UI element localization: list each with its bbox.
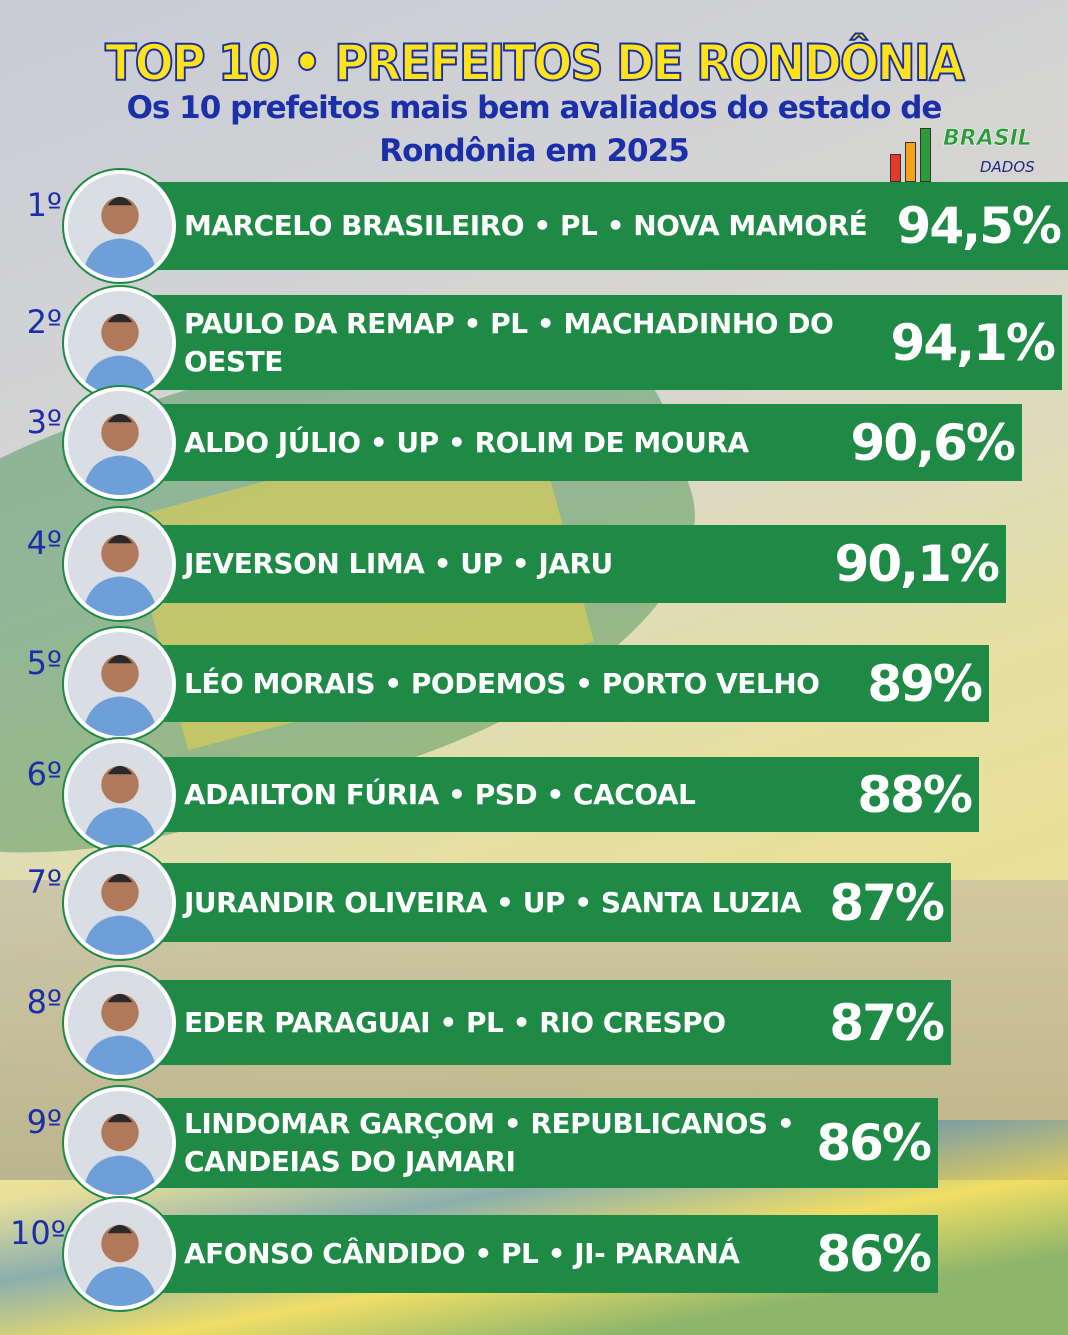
page-title: TOP 10 • PREFEITOS DE RONDÔNIA [104, 33, 965, 93]
logo-text-bottom: DADOS [980, 158, 1035, 176]
subtitle-line-2: Rondônia em 2025 [379, 133, 690, 169]
mayor-photo [64, 170, 176, 282]
approval-percent: 87% [829, 873, 945, 932]
approval-percent: 88% [857, 765, 973, 824]
approval-percent: 90,1% [834, 535, 1000, 593]
rank-number: 10º [10, 1214, 66, 1252]
approval-percent: 94,1% [890, 313, 1056, 372]
mayor-photo [64, 846, 176, 959]
ranking-bar: AFONSO CÂNDIDO • PL • JI- PARANÁ 86% [150, 1215, 938, 1293]
mayor-photo [64, 627, 176, 740]
rank-number: 1º [26, 186, 62, 224]
mayor-name: LINDOMAR GARÇOM • REPUBLICANOS • CANDEIA… [184, 1107, 795, 1178]
mayor-name: MARCELO BRASILEIRO • PL • NOVA MAMORÉ [184, 209, 868, 242]
mayor-photo [64, 1087, 176, 1199]
mayor-photo [64, 966, 176, 1079]
mayor-name: AFONSO CÂNDIDO • PL • JI- PARANÁ [184, 1237, 740, 1270]
brasil-dados-logo: BRASIL DADOS [888, 126, 1058, 182]
mayor-photo [64, 1198, 176, 1310]
approval-percent: 90,6% [850, 413, 1016, 472]
subtitle-line-1: Os 10 prefeitos mais bem avaliados do es… [126, 90, 943, 126]
mayor-photo [64, 286, 176, 399]
mayor-name: LÉO MORAIS • PODEMOS • PORTO VELHO [184, 666, 820, 700]
approval-percent: 94,5% [896, 197, 1062, 255]
ranking-bar: EDER PARAGUAI • PL • RIO CRESPO 87% [150, 980, 951, 1065]
rank-number: 9º [26, 1103, 62, 1141]
rank-number: 7º [26, 862, 62, 901]
mayor-name: JURANDIR OLIVEIRA • UP • SANTA LUZIA [184, 885, 801, 919]
mayor-name: EDER PARAGUAI • PL • RIO CRESPO [184, 1005, 726, 1039]
approval-percent: 86% [816, 1225, 932, 1283]
rank-number: 8º [26, 982, 62, 1021]
ranking-bar: LINDOMAR GARÇOM • REPUBLICANOS • CANDEIA… [150, 1098, 938, 1188]
rank-number: 2º [26, 302, 62, 341]
mayor-photo [64, 508, 176, 620]
mayor-name: JEVERSON LIMA • UP • JARU [184, 547, 613, 580]
mayor-photo [64, 386, 176, 499]
ranking-bar: MARCELO BRASILEIRO • PL • NOVA MAMORÉ 94… [150, 182, 1068, 270]
mayor-name: ALDO JÚLIO • UP • ROLIM DE MOURA [184, 425, 749, 459]
ranking-bar: LÉO MORAIS • PODEMOS • PORTO VELHO 89% [150, 645, 989, 722]
approval-percent: 87% [829, 993, 945, 1052]
approval-percent: 89% [867, 654, 983, 713]
mayor-name: PAULO DA REMAP • PL • MACHADINHO DO OEST… [184, 306, 834, 378]
ranking-bar: PAULO DA REMAP • PL • MACHADINHO DO OEST… [150, 295, 1062, 390]
rank-number: 3º [26, 402, 62, 441]
ranking-bar: JEVERSON LIMA • UP • JARU 90,1% [150, 525, 1006, 603]
ranking-bar: ALDO JÚLIO • UP • ROLIM DE MOURA 90,6% [150, 404, 1022, 481]
ranking-bar: JURANDIR OLIVEIRA • UP • SANTA LUZIA 87% [150, 863, 951, 942]
logo-text-top: BRASIL [943, 126, 1032, 152]
rank-number: 5º [26, 643, 62, 682]
rank-number: 4º [26, 524, 62, 562]
mayor-photo [64, 738, 176, 851]
rank-number: 6º [26, 754, 62, 793]
mayor-name: ADAILTON FÚRIA • PSD • CACOAL [184, 777, 696, 811]
ranking-bar: ADAILTON FÚRIA • PSD • CACOAL 88% [150, 757, 979, 832]
approval-percent: 86% [816, 1114, 932, 1172]
